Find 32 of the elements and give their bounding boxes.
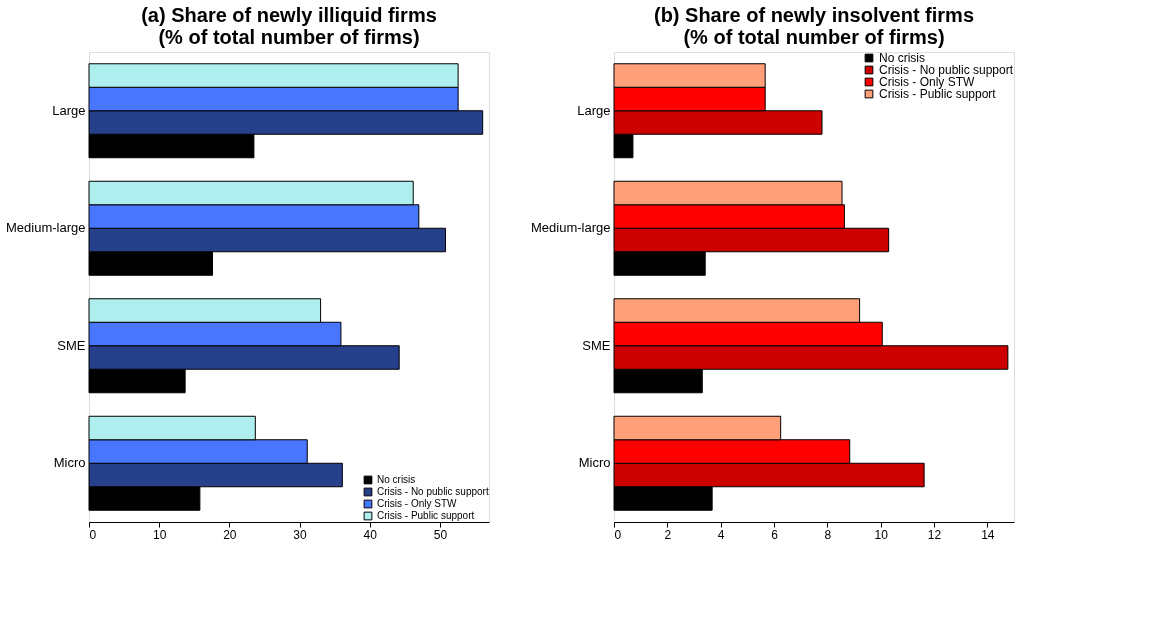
x-tick-label: 10	[153, 527, 167, 542]
legend-label: Crisis - Only STW	[377, 498, 457, 509]
x-tick-label: 0	[614, 527, 622, 542]
y-tick-label: Large	[577, 102, 611, 118]
y-tick-label: Micro	[578, 455, 611, 471]
x-tick-label: 14	[981, 527, 995, 542]
x-tick-label: 30	[293, 527, 308, 542]
legend-label: No crisis	[377, 474, 416, 485]
legend-label: Crisis - Public support	[879, 87, 997, 101]
y-tick-label: SME	[57, 337, 86, 353]
x-tick-label: 12	[927, 527, 942, 542]
y-tick-label: Large	[52, 102, 86, 118]
x-tick-label: 4	[717, 527, 725, 542]
y-tick-label: Micro	[53, 455, 86, 471]
legend-label: Crisis - No public support	[377, 486, 489, 497]
y-tick-label: Medium-large	[6, 220, 86, 236]
legend-label: No crisis	[879, 51, 926, 65]
chart-title: (b) Share of newly insolvent firms (% of total number of firms)	[653, 4, 975, 48]
y-tick-label: SME	[582, 337, 611, 353]
y-tick-label: Medium-large	[531, 220, 611, 236]
x-tick-label: 20	[223, 527, 237, 542]
x-tick-label: 2	[664, 527, 672, 542]
x-tick-label: 8	[824, 527, 832, 542]
legend-label: Crisis - Public support	[377, 510, 475, 521]
x-tick-label: 0	[89, 527, 97, 542]
chart-title: (a) Share of newly illiquid firms (% of total number of firms)	[141, 4, 437, 48]
legend-label: Crisis - No public support	[879, 63, 1014, 77]
x-tick-label: 50	[433, 527, 448, 542]
x-tick-label: 6	[771, 527, 779, 542]
x-tick-label: 40	[363, 527, 378, 542]
legend-label: Crisis - Only STW	[879, 75, 975, 89]
x-tick-label: 10	[874, 527, 889, 542]
